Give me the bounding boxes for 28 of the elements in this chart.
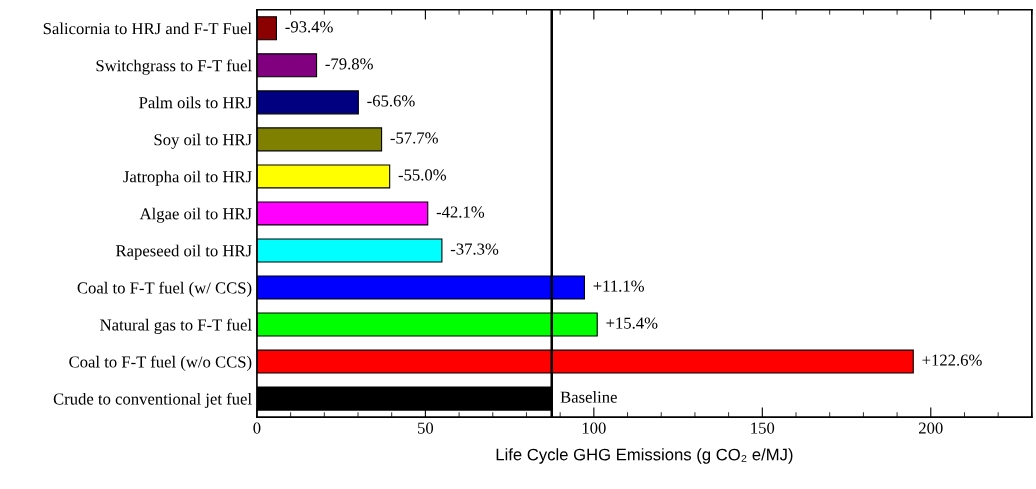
x-axis-title: Life Cycle GHG Emissions (g CO₂ e/MJ) xyxy=(496,448,793,464)
y-tick-label: Salicornia to HRJ and F-T Fuel xyxy=(43,22,252,35)
annotation: +11.1% xyxy=(593,280,645,292)
x-tick-label: 150 xyxy=(751,422,775,434)
annotation: +15.4% xyxy=(606,317,658,329)
x-tick-label: 200 xyxy=(919,422,943,434)
annotation: -55.0% xyxy=(398,169,447,181)
y-tick-label: Natural gas to F-T fuel xyxy=(100,318,252,334)
annotation: -93.4% xyxy=(285,21,333,33)
annotation: +122.6% xyxy=(922,354,982,366)
annotation: -65.6% xyxy=(367,95,415,107)
x-tick-label: 50 xyxy=(418,422,434,434)
y-tick-label: Rapeseed oil to HRJ xyxy=(115,244,252,260)
y-tick-label: Soy oil to HRJ xyxy=(154,133,252,149)
y-tick-label: Jatropha oil to HRJ xyxy=(123,170,252,186)
y-tick-label: Coal to F-T fuel (w/ CCS) xyxy=(77,281,252,297)
annotation: Baseline xyxy=(560,391,617,403)
y-tick-label: Palm oils to HRJ xyxy=(139,96,252,109)
y-tick-label: Algae oil to HRJ xyxy=(139,207,252,223)
annotation: -79.8% xyxy=(325,58,373,70)
annotation: -42.1% xyxy=(436,206,485,218)
annotation: -37.3% xyxy=(450,243,499,255)
y-tick-label: Switchgrass to F-T fuel xyxy=(96,59,252,75)
annotation: -57.7% xyxy=(390,132,438,144)
y-tick-label: Crude to conventional jet fuel xyxy=(53,392,252,409)
x-tick-label: 100 xyxy=(582,422,606,434)
x-tick-label: 0 xyxy=(253,422,261,434)
y-tick-label: Coal to F-T fuel (w/o CCS) xyxy=(69,355,252,371)
